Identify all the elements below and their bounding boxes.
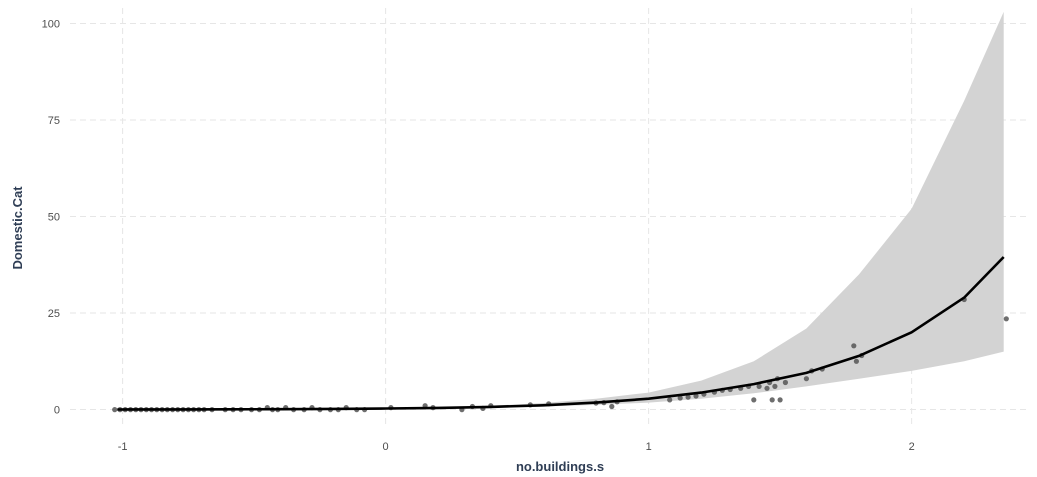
- data-point: [853, 358, 860, 364]
- data-point: [769, 397, 775, 403]
- y-tick-label: 50: [48, 212, 60, 224]
- x-tick-label: -1: [118, 441, 128, 453]
- data-point: [772, 383, 778, 389]
- x-axis-title: no.buildings.s: [516, 459, 604, 474]
- data-point: [677, 395, 683, 401]
- data-point: [851, 343, 857, 349]
- data-point: [609, 403, 615, 410]
- data-point: [803, 376, 810, 382]
- data-point: [764, 385, 770, 391]
- data-point: [756, 383, 762, 389]
- data-point: [112, 407, 118, 413]
- y-tick-labels: 0 25 50 75 100: [42, 18, 60, 416]
- x-tick-labels: -1 0 1 2: [118, 441, 915, 453]
- y-tick-label: 0: [54, 405, 60, 417]
- confidence-ribbon: [117, 11, 1004, 410]
- y-tick-label: 75: [48, 115, 60, 127]
- data-point: [751, 397, 757, 403]
- data-point: [693, 393, 699, 399]
- y-tick-label: 100: [42, 18, 60, 30]
- fit-line: [117, 256, 1005, 411]
- data-point: [685, 394, 691, 400]
- x-tick-label: 1: [646, 441, 652, 453]
- x-tick-label: 2: [909, 441, 915, 453]
- data-point: [777, 397, 783, 403]
- data-point: [782, 379, 789, 386]
- x-tick-label: 0: [383, 441, 389, 453]
- data-point: [667, 397, 673, 403]
- data-point: [1003, 316, 1009, 322]
- y-tick-label: 25: [48, 308, 60, 320]
- y-axis-title: Domestic.Cat: [10, 186, 25, 270]
